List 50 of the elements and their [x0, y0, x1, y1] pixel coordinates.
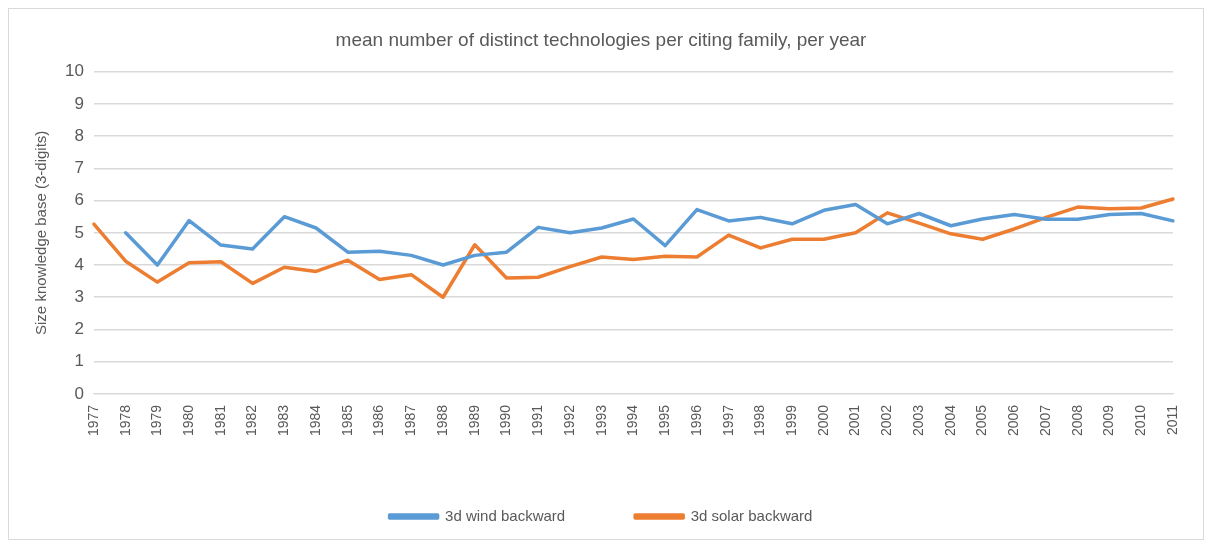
- y-tick-label: 1: [74, 351, 84, 371]
- x-tick-label: 1995: [656, 404, 673, 437]
- x-tick-label: 1979: [148, 404, 165, 437]
- x-tick-label: 1999: [783, 404, 799, 437]
- x-tick-label: 1989: [465, 404, 482, 437]
- x-tick-label: 1980: [179, 404, 196, 437]
- y-tick-label: 4: [74, 254, 84, 274]
- x-tick-label: 1998: [751, 404, 768, 437]
- x-tick-label: 2005: [973, 404, 990, 437]
- x-tick-label: 1987: [402, 404, 419, 437]
- x-tick-label: 1997: [719, 404, 736, 437]
- x-tick-label: 1988: [433, 404, 450, 437]
- x-tick-label: 2001: [846, 404, 863, 437]
- x-tick-label: 1981: [211, 404, 228, 437]
- x-tick-label: 2000: [814, 404, 831, 437]
- x-tick-label: 2003: [909, 404, 926, 437]
- x-tick-label: 1991: [529, 404, 546, 437]
- chart-title: mean number of distinct technologies per citing family, per year: [335, 28, 868, 50]
- x-tick-label: 1996: [687, 404, 704, 437]
- x-tick-label: 1993: [592, 404, 609, 437]
- x-tick-label: 1990: [497, 404, 514, 437]
- x-tick-label: 2010: [1132, 404, 1149, 437]
- y-tick-label: 2: [74, 319, 84, 339]
- x-tick-label: 2008: [1068, 404, 1085, 437]
- legend-label: 3d wind backward: [445, 506, 566, 524]
- y-tick-label: 5: [74, 222, 84, 242]
- y-tick-label: 6: [74, 190, 84, 210]
- x-tick-label: 1992: [560, 404, 577, 437]
- x-tick-label: 1982: [243, 404, 260, 437]
- x-tick-label: 2002: [878, 404, 895, 437]
- y-tick-label: 8: [74, 125, 84, 145]
- y-tick-label: 3: [74, 286, 84, 306]
- x-tick-label: 1986: [370, 404, 387, 437]
- y-tick-label: 10: [64, 61, 84, 81]
- x-tick-label: 1984: [306, 404, 323, 437]
- x-tick-label: 1977: [84, 404, 101, 437]
- x-tick-label: 1983: [275, 404, 292, 437]
- x-tick-label: 1994: [624, 404, 641, 437]
- x-tick-label: 2007: [1036, 404, 1053, 437]
- x-tick-label: 2009: [1100, 404, 1117, 437]
- y-tick-label: 9: [74, 93, 84, 113]
- x-tick-label: 2006: [1005, 404, 1022, 437]
- x-tick-label: 1985: [338, 404, 355, 437]
- y-tick-label: 7: [74, 158, 84, 178]
- y-tick-label: 0: [74, 383, 84, 403]
- x-tick-label: 2004: [941, 404, 958, 437]
- x-tick-label: 2011: [1163, 404, 1180, 435]
- legend-label: 3d solar backward: [690, 506, 813, 524]
- y-axis-title: Size knowledge base (3-digits): [32, 130, 50, 335]
- x-tick-label: 1978: [116, 404, 133, 437]
